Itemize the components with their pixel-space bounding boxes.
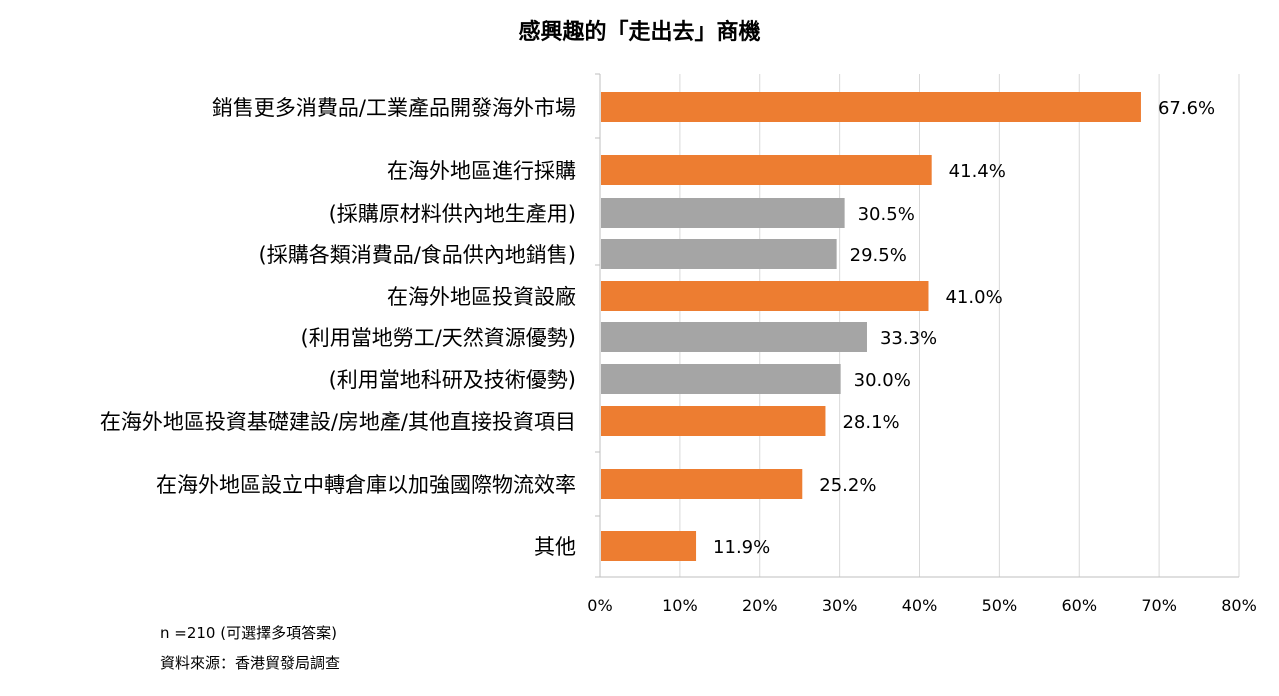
x-tick-label: 70% [1141,596,1177,615]
x-tick-label: 50% [982,596,1018,615]
data-label: 30.5% [858,204,915,225]
category-label: 在海外地區設立中轉倉庫以加強國際物流效率 [156,473,576,497]
bar [601,281,929,311]
bar [601,198,845,228]
data-label: 30.0% [854,370,911,391]
bar [601,469,803,499]
source-note: 資料來源：香港貿發局調查 [160,654,341,672]
x-tick-label: 30% [822,596,858,615]
bar [601,239,837,269]
data-label: 33.3% [880,328,937,349]
data-label: 29.5% [850,245,907,266]
category-label: 其他 [534,535,576,559]
data-label: 41.0% [945,287,1002,308]
x-tick-label: 10% [662,596,698,615]
category-label: 在海外地區投資基礎建設/房地產/其他直接投資項目 [100,410,576,434]
bar [601,364,841,394]
data-label: 11.9% [713,537,770,558]
category-label: (利用當地勞工/天然資源優勢) [301,326,576,350]
bar [601,92,1141,122]
sample-size-note: n =210 (可選擇多項答案) [160,624,337,642]
category-label: (利用當地科研及技術優勢) [329,368,576,392]
category-label: (採購各類消費品/食品供內地銷售) [259,243,576,267]
data-label: 67.6% [1158,98,1215,119]
bar [601,531,697,561]
x-tick-label: 60% [1061,596,1097,615]
x-tick-label: 40% [902,596,938,615]
bar [601,406,826,436]
data-label: 25.2% [819,475,876,496]
x-tick-label: 80% [1221,596,1257,615]
category-label: (採購原材料供內地生產用) [329,202,576,226]
bar [601,155,932,185]
bar [601,322,867,352]
category-label: 銷售更多消費品/工業產品開發海外市場 [212,96,576,120]
x-tick-label: 20% [742,596,778,615]
x-tick-label: 0% [587,596,612,615]
category-label: 在海外地區進行採購 [387,159,576,183]
chart-title: 感興趣的「走出去」商機 [518,20,761,45]
category-label: 在海外地區投資設廠 [387,285,576,309]
data-label: 28.1% [842,412,899,433]
data-label: 41.4% [949,161,1006,182]
